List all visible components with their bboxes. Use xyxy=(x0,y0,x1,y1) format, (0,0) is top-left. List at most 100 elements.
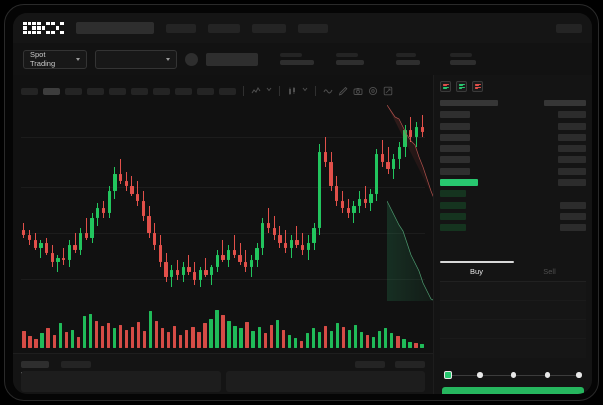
timeframe-button-5[interactable] xyxy=(109,87,126,95)
indicators-icon[interactable] xyxy=(251,86,261,96)
chart-type-icon[interactable] xyxy=(287,86,297,96)
orders-tab-1[interactable] xyxy=(21,361,49,368)
order-form-field-1[interactable] xyxy=(440,282,586,301)
order-form-field-3[interactable] xyxy=(440,320,586,339)
candle xyxy=(181,101,185,301)
tab-sell[interactable]: Sell xyxy=(543,267,556,276)
orderbook-row[interactable] xyxy=(440,201,586,211)
candle-body xyxy=(397,146,402,160)
nav-item-3[interactable] xyxy=(251,23,286,33)
price-chart[interactable] xyxy=(13,101,433,353)
slider-stop-100[interactable] xyxy=(576,372,582,378)
pencil-icon[interactable] xyxy=(338,86,348,96)
volume-bar xyxy=(372,336,376,348)
pair-select-dropdown[interactable] xyxy=(95,49,177,69)
orderbook-row[interactable] xyxy=(440,145,586,154)
orderbook-both-icon[interactable] xyxy=(440,81,451,92)
timeframe-button-6[interactable] xyxy=(131,87,148,95)
logo-glyph-k xyxy=(37,21,50,35)
okx-logo-icon[interactable] xyxy=(23,21,64,35)
camera-icon[interactable] xyxy=(353,86,363,96)
orderbook-row[interactable] xyxy=(440,190,586,199)
volume-bar xyxy=(420,344,424,348)
place-buy-order-button[interactable] xyxy=(442,387,584,394)
nav-item-5[interactable] xyxy=(556,23,582,33)
volume-bar xyxy=(360,332,364,348)
timeframe-button-1[interactable] xyxy=(21,87,38,95)
nav-item-4[interactable] xyxy=(297,23,328,33)
candle-body xyxy=(266,223,271,229)
candle xyxy=(357,101,362,301)
orders-action-1[interactable] xyxy=(355,361,385,368)
orderbook-rows[interactable] xyxy=(434,97,592,263)
market-mode-dropdown[interactable]: Spot Trading xyxy=(23,49,87,69)
volume-bar xyxy=(317,332,322,348)
tab-buy[interactable]: Buy xyxy=(470,267,483,276)
candle xyxy=(420,101,424,301)
volume-bar xyxy=(136,322,141,348)
candle xyxy=(306,101,310,301)
timeframe-button-3[interactable] xyxy=(65,87,82,95)
orderbook-bids-icon[interactable] xyxy=(456,81,467,92)
orderbook-row[interactable] xyxy=(440,111,586,120)
candle-body xyxy=(323,151,328,162)
timeframe-button-4[interactable] xyxy=(87,87,104,95)
candle-body xyxy=(181,267,185,275)
orderbook-cell-left xyxy=(440,201,466,209)
nav-item-2[interactable] xyxy=(207,23,240,33)
fullscreen-icon[interactable] xyxy=(383,86,393,96)
candle-wick xyxy=(137,181,139,206)
amount-percent-slider[interactable] xyxy=(444,370,582,380)
candle-body xyxy=(164,262,168,278)
nav-item-1[interactable] xyxy=(165,23,196,33)
timeframe-button-10[interactable] xyxy=(219,87,236,95)
candle xyxy=(67,101,71,301)
timeframe-button-7[interactable] xyxy=(153,87,170,95)
candle xyxy=(352,101,356,301)
candle-body xyxy=(414,127,419,138)
orderbook-cell-right xyxy=(560,224,586,232)
orders-tab-2[interactable] xyxy=(61,361,91,368)
orderbook-row[interactable] xyxy=(440,224,586,233)
orderbook-row[interactable] xyxy=(440,133,586,143)
settings-icon[interactable] xyxy=(368,86,378,96)
orderbook-row[interactable] xyxy=(440,167,586,177)
candle xyxy=(397,101,402,301)
candle xyxy=(79,101,83,301)
volume-bar xyxy=(414,343,418,348)
orderbook-row[interactable] xyxy=(440,212,586,222)
timeframe-button-2[interactable] xyxy=(43,87,60,95)
candle-wick xyxy=(285,230,287,253)
orderbook-asks-icon[interactable] xyxy=(472,81,483,92)
global-search-input[interactable] xyxy=(75,22,154,34)
slider-stop-25[interactable] xyxy=(477,372,483,378)
volume-bar xyxy=(293,338,297,348)
candle-wick xyxy=(421,115,423,138)
slider-stop-75[interactable] xyxy=(544,372,551,378)
volume-bar xyxy=(335,323,340,348)
timeframe-button-8[interactable] xyxy=(175,87,192,95)
order-form-field-2[interactable] xyxy=(440,301,586,320)
orderbook-cell-left xyxy=(440,100,498,106)
candle-wick xyxy=(205,257,207,278)
order-form-field-4[interactable] xyxy=(440,339,586,358)
slider-stop-50[interactable] xyxy=(510,372,517,378)
orderbook-row[interactable] xyxy=(440,156,586,165)
slider-handle[interactable] xyxy=(444,371,452,379)
timeframe-button-9[interactable] xyxy=(197,87,214,95)
orderbook-row[interactable] xyxy=(440,100,586,109)
candle xyxy=(22,101,26,301)
chevron-down-icon[interactable] xyxy=(266,86,272,96)
wave-icon[interactable] xyxy=(323,86,333,96)
orders-action-2[interactable] xyxy=(395,361,425,368)
volume-bar xyxy=(221,314,225,348)
orderbook-row[interactable] xyxy=(440,179,586,188)
candle xyxy=(50,101,54,301)
volume-bar xyxy=(329,330,334,348)
panel-scroll-indicator[interactable] xyxy=(440,261,514,263)
orderbook-row[interactable] xyxy=(440,122,586,132)
candle-body xyxy=(363,198,367,204)
candle-body xyxy=(44,242,49,253)
candle xyxy=(164,101,168,301)
chevron-down-icon[interactable] xyxy=(302,86,308,96)
